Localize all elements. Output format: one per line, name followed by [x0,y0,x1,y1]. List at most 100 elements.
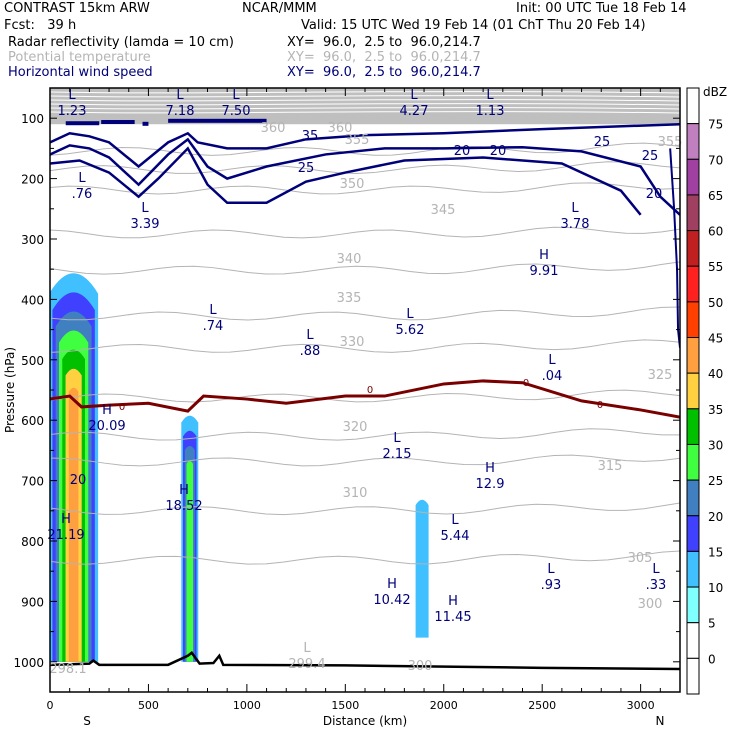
y-tick-label: 500 [21,354,44,368]
theta-contour-label: 355 [345,133,370,148]
jet-core-band [65,121,100,126]
stratosphere-theta-band [50,88,680,125]
extremum-value: 1.13 [476,104,505,119]
colorbar-label: 30 [708,438,723,452]
wind-speed-contour [50,122,680,169]
x-tick-label: 3000 [627,699,655,712]
theta-contour-label: 325 [648,368,673,383]
extremum-value: .93 [541,578,562,593]
theta-contour [50,454,680,467]
theta-contour-label: 310 [343,486,368,501]
colorbar-swatch [686,194,700,232]
freezing-level-line [50,379,680,419]
extremum-low-marker: L [303,641,311,656]
theta-contour [50,502,680,516]
reflectivity-cell-2-level-10 [415,499,429,638]
y-tick-label: 300 [21,233,44,247]
theta-contour-label: 345 [431,203,456,218]
colorbar-label: 45 [708,332,723,346]
model-title: CONTRAST 15km ARW [4,1,150,16]
terrain-surface-line [50,650,680,671]
extremum-low-marker: L [141,201,149,216]
y-tick-label: 900 [21,595,44,609]
colorbar-swatch [686,550,700,588]
colorbar-swatch [686,337,700,374]
freezing-level-label: 0 [119,402,125,413]
extremum-value: 5.62 [396,323,425,338]
colorbar-swatch [686,657,700,695]
extremum-low-marker: L [232,88,240,103]
y-tick-label: 1000 [13,656,44,670]
extremum-value: 10.42 [373,593,410,608]
extremum-high-marker: H [485,461,495,476]
freezing-level-label: 0 [367,385,373,396]
theta-contour [50,428,680,441]
colorbar-swatch [686,479,700,517]
org-label: NCAR/MMM [242,1,317,16]
freezing-level-label: 0 [597,400,603,411]
extremum-value: .88 [300,344,321,359]
jet-core-band [168,118,267,123]
jet-core-band [142,121,149,126]
wind-contour-label: 20 [490,144,507,159]
extremum-value: 5.44 [441,529,470,544]
theta-contour [50,339,680,353]
extremum-value: 1.23 [58,104,87,119]
extremum-low-marker: L [486,88,494,103]
theta-contour-line [50,91,680,94]
extremum-low-marker: L [78,171,86,186]
colorbar-swatch [686,622,700,659]
freezing-level-label: 0 [523,378,529,389]
y-tick-label: 100 [21,112,44,126]
field-reflectivity: Radar reflectivity (lamda = 10 cm) [8,35,234,50]
extremum-high-marker: H [448,594,458,609]
colorbar-label: 60 [708,225,723,239]
y-tick-label: 600 [21,414,44,428]
extremum-low-marker: L [393,431,401,446]
colorbar-label: 10 [708,581,723,595]
colorbar-swatch [686,515,700,552]
wind-contour-label: 25 [298,161,315,176]
colorbar-label: 0 [708,652,716,666]
theta-contour [50,182,680,195]
theta-contour-label: 355 [658,135,683,150]
extremum-high-marker: H [61,512,71,527]
theta-contour-line [50,95,680,98]
wind-speed-contour [50,146,642,216]
colorbar-title: dBZ [703,85,727,99]
theta-contour-line [50,99,680,102]
colorbar-swatch [686,158,700,196]
field-wind: Horizontal wind speed [8,65,153,80]
extremum-low-marker: L [176,88,184,103]
x-tick-label: 0 [47,699,54,712]
colorbar-label: 50 [708,296,723,310]
extremum-high-marker: H [387,577,397,592]
field-theta: Potential temperature [8,50,151,65]
extremum-low-marker: L [571,201,579,216]
theta-contour-label: 315 [598,459,623,474]
extremum-value: 3.78 [561,217,590,232]
extremum-low-marker: L [547,562,555,577]
extremum-low-marker: L [451,513,459,528]
theta-contour-label: 305 [628,551,653,566]
extremum-low-marker: L [68,88,76,103]
wind-contour-label: 25 [594,135,611,150]
theta-contour [50,389,680,403]
colorbar-label: 25 [708,474,723,488]
theta-contour-label: 360 [328,121,353,136]
extremum-low-marker: L [410,88,418,103]
colorbar-swatch [686,443,700,481]
theta-contour [50,161,680,175]
theta-contour-label: 298.1 [49,662,86,677]
extremum-value: 7.50 [222,104,251,119]
wind-contour-label: 20 [646,187,663,202]
extremum-value: 11.45 [434,610,471,625]
y-tick-label: 200 [21,173,44,187]
colorbar-swatch [686,372,700,410]
extremum-value: .04 [542,369,563,384]
extremum-value: .74 [203,319,224,334]
wind-contour-label: 20 [454,144,471,159]
north-label: N [656,714,665,728]
extremum-low-marker: L [652,562,660,577]
colorbar-label: 65 [708,189,723,203]
